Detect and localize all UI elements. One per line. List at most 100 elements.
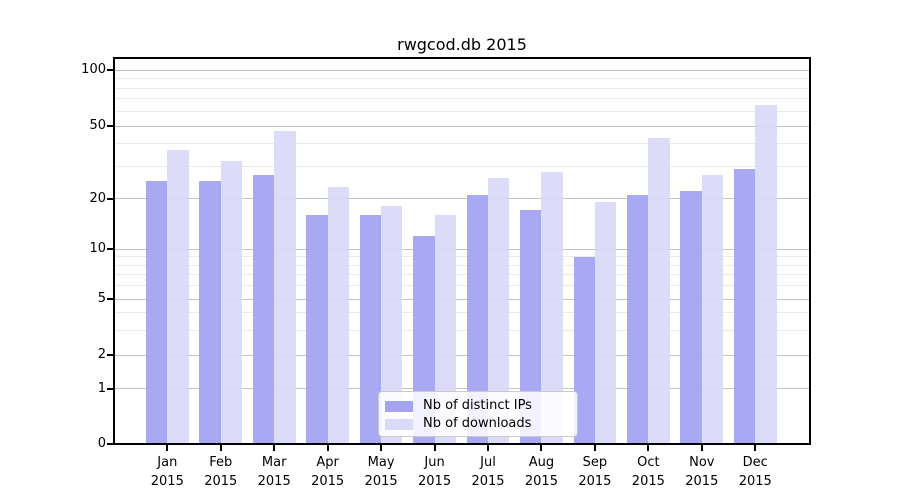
x-axis-tick-label: Sep 2015 [563, 453, 627, 491]
x-label-year: 2015 [471, 474, 505, 489]
x-axis-tick [433, 445, 436, 451]
x-axis-tick-label: Nov 2015 [670, 453, 734, 491]
x-axis-tick-label: Oct 2015 [616, 453, 680, 491]
bar-apr-distinct-ips [306, 214, 328, 443]
x-label-month: Oct [637, 455, 660, 470]
x-axis-tick-label: Jul 2015 [456, 453, 520, 491]
y-axis-tick-label: 100 [81, 62, 106, 77]
legend-swatch-downloads [385, 418, 413, 430]
minor-gridline [115, 285, 809, 287]
y-axis-tick [107, 298, 113, 300]
x-axis-tick-label: Feb 2015 [189, 453, 253, 491]
x-label-month: Jul [480, 455, 496, 470]
bar-feb-downloads [220, 161, 243, 443]
bar-nov-distinct-ips [680, 190, 702, 443]
bar-sep-distinct-ips [573, 256, 595, 443]
bar-dec-downloads [755, 104, 777, 443]
minor-gridline [115, 274, 809, 276]
y-axis-tick-label: 2 [97, 347, 106, 362]
x-axis-tick-label: Apr 2015 [296, 453, 360, 491]
legend-swatch-distinct-ips [385, 400, 413, 412]
x-label-year: 2015 [204, 474, 238, 489]
major-gridline [115, 298, 809, 300]
x-axis-tick-label: May 2015 [349, 453, 413, 491]
x-axis-tick-label: Dec 2015 [723, 453, 787, 491]
y-axis-tick-label: 5 [97, 291, 106, 306]
major-gridline [115, 354, 809, 356]
y-axis-tick [107, 197, 113, 200]
legend-label-downloads: Nb of downloads [423, 416, 532, 431]
x-label-month: Aug [528, 455, 555, 470]
bar-jun-downloads [434, 214, 456, 443]
x-axis-tick [647, 445, 650, 451]
x-label-month: Mar [261, 455, 287, 470]
major-gridline [115, 125, 809, 127]
x-axis-tick [166, 445, 169, 451]
x-axis-tick [700, 445, 703, 451]
minor-gridline [115, 165, 809, 167]
x-label-month: Feb [209, 455, 233, 470]
bar-sep-downloads [594, 202, 617, 443]
bar-aug-downloads [541, 171, 563, 443]
y-axis-tick [107, 387, 113, 390]
major-gridline [115, 69, 809, 71]
major-gridline [115, 198, 809, 199]
minor-gridline [115, 110, 809, 112]
bar-apr-downloads [327, 187, 350, 443]
bar-jul-downloads [488, 177, 510, 443]
bar-aug-distinct-ips [520, 210, 542, 443]
legend-label-distinct-ips: Nb of distinct IPs [423, 398, 532, 413]
y-axis-tick [107, 354, 113, 356]
legend-row-distinct-ips: Nb of distinct IPs [385, 397, 571, 415]
x-axis-tick [219, 445, 222, 451]
x-label-year: 2015 [257, 474, 291, 489]
x-axis-tick [593, 445, 596, 451]
major-gridline [115, 248, 809, 250]
minor-gridline [115, 312, 809, 314]
legend: Nb of distinct IPs Nb of downloads [378, 391, 578, 437]
bar-may-distinct-ips [359, 214, 382, 443]
y-axis-tick-label: 10 [89, 241, 106, 256]
x-axis-tick-label: Jan 2015 [135, 453, 199, 491]
minor-gridline [115, 264, 809, 266]
x-axis-tick-label: Mar 2015 [242, 453, 306, 491]
x-label-month: Sep [582, 455, 608, 470]
x-label-year: 2015 [364, 474, 398, 489]
y-axis-tick-label: 0 [97, 436, 106, 451]
x-axis-tick [540, 445, 543, 451]
bar-jul-distinct-ips [466, 194, 488, 443]
bar-mar-distinct-ips [252, 174, 275, 443]
x-axis-tick-label: Aug 2015 [509, 453, 573, 491]
bar-mar-downloads [274, 130, 296, 443]
chart-title: rwgcod.db 2015 [397, 35, 527, 54]
y-axis-tick [107, 125, 113, 127]
major-gridline [115, 388, 809, 389]
bar-dec-distinct-ips [733, 169, 756, 443]
x-axis-tick [380, 445, 383, 451]
x-label-year: 2015 [524, 474, 558, 489]
x-label-month: Apr [316, 455, 339, 470]
x-label-month: Jan [157, 455, 178, 470]
minor-gridline [115, 78, 809, 79]
minor-gridline [115, 256, 809, 258]
x-axis-tick [273, 445, 276, 451]
bar-may-downloads [381, 206, 403, 443]
legend-row-downloads: Nb of downloads [385, 415, 571, 433]
minor-gridline [115, 98, 809, 100]
x-axis-tick [487, 445, 489, 451]
x-axis-tick [754, 445, 757, 451]
x-label-month: Nov [689, 455, 715, 470]
minor-gridline [115, 87, 809, 89]
y-axis-tick [107, 248, 113, 250]
minor-gridline [115, 329, 809, 331]
x-label-month: May [367, 455, 395, 470]
y-axis-tick-label: 20 [89, 190, 106, 206]
x-label-year: 2015 [150, 474, 184, 489]
x-label-month: Jun [424, 455, 445, 470]
bar-nov-downloads [701, 174, 724, 443]
x-label-month: Dec [742, 455, 768, 470]
x-axis-tick [326, 445, 329, 451]
x-label-year: 2015 [738, 474, 772, 489]
bar-feb-distinct-ips [199, 180, 221, 443]
